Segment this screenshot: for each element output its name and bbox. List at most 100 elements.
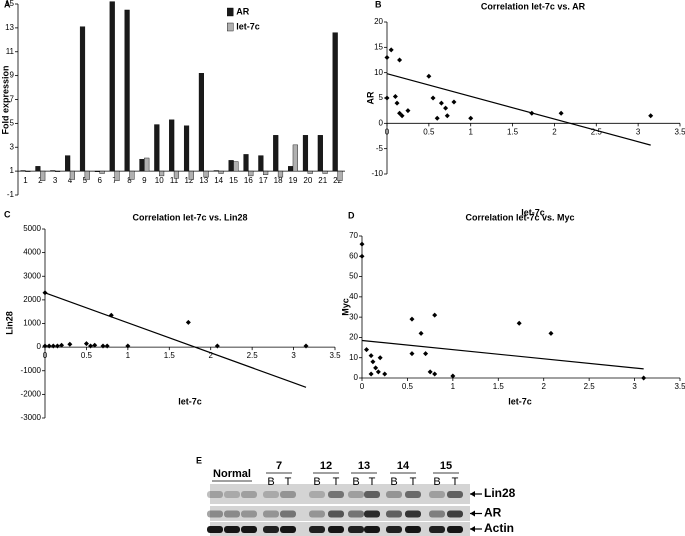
point — [444, 113, 450, 119]
y-tick-label: 0 — [37, 342, 42, 351]
y-tick-label: 60 — [349, 251, 358, 260]
point — [54, 343, 60, 349]
bar — [79, 26, 86, 172]
point — [409, 316, 415, 322]
blot-band — [328, 491, 344, 498]
bar — [332, 32, 338, 172]
x-tick-label: 0 — [43, 351, 48, 360]
y-tick-label: 20 — [374, 17, 383, 26]
point — [100, 343, 106, 349]
blot-band — [447, 526, 463, 533]
blot-band — [280, 510, 296, 518]
bar — [317, 135, 323, 172]
panel-label: D — [348, 210, 355, 220]
point — [426, 73, 432, 79]
arrow-head — [470, 491, 475, 497]
point — [92, 342, 98, 348]
bar — [25, 170, 31, 172]
point — [370, 359, 376, 365]
blot-band — [364, 526, 380, 533]
bar — [302, 135, 309, 172]
x-tick-label: 1 — [126, 351, 131, 360]
y-tick-label: 3000 — [23, 271, 41, 280]
bar — [109, 1, 115, 172]
x-tick-label: 1 — [23, 176, 28, 185]
bar — [228, 160, 234, 172]
bar — [129, 170, 135, 180]
bar — [144, 157, 150, 172]
arrow-head — [470, 510, 475, 517]
x-tick-label: 19 — [289, 176, 298, 185]
point — [423, 351, 429, 357]
bar — [94, 170, 100, 172]
bar — [124, 9, 130, 172]
y-tick-label: 1 — [10, 166, 15, 175]
bar — [263, 170, 269, 175]
blot-group-label: 14 — [397, 460, 410, 472]
point — [384, 54, 390, 60]
blot-lane-label: B — [313, 476, 320, 488]
blot-band — [364, 510, 380, 518]
panel-label: C — [4, 209, 11, 219]
bar — [99, 170, 105, 174]
bar — [288, 166, 294, 172]
y-tick-label: 10 — [349, 353, 358, 362]
legend-label: let-7c — [236, 21, 260, 31]
y-tick-label: 7 — [10, 95, 15, 104]
bar — [159, 170, 165, 177]
blot-row-label: Lin28 — [484, 486, 516, 500]
x-tick-label: 1 — [468, 127, 473, 136]
x-tick-label: 4 — [68, 176, 73, 185]
point — [375, 369, 381, 375]
y-tick-label: 10 — [374, 68, 383, 77]
point — [468, 115, 474, 121]
point — [382, 371, 388, 377]
bar — [188, 170, 194, 180]
blot-band — [386, 526, 402, 533]
bar — [69, 170, 75, 180]
x-tick-label: 2 — [208, 351, 213, 360]
y-tick-label: 3 — [10, 142, 15, 151]
x-tick-label: 9 — [142, 176, 147, 185]
blot-band — [348, 526, 364, 533]
legend-swatch — [227, 7, 234, 17]
point — [450, 373, 456, 379]
blot-band — [386, 491, 402, 498]
blot-band — [263, 510, 279, 518]
bar — [40, 170, 46, 181]
x-tick-label: 0 — [385, 127, 390, 136]
point — [443, 105, 449, 111]
blot-band — [429, 491, 445, 498]
blot-band — [405, 526, 421, 533]
bar — [154, 124, 160, 172]
blot-band — [309, 526, 325, 533]
x-tick-label: 13 — [199, 176, 208, 185]
bar — [233, 161, 239, 172]
point — [451, 99, 457, 105]
x-tick-label: 14 — [214, 176, 223, 185]
x-tick-label: 12 — [184, 176, 193, 185]
blot-band — [241, 510, 257, 518]
chart-title: Correlation let-7c vs. AR — [481, 1, 586, 11]
blot-lane-label: T — [452, 476, 459, 488]
bar — [203, 170, 209, 178]
bar — [258, 155, 264, 172]
point — [392, 93, 398, 99]
x-tick-label: 3.5 — [329, 351, 341, 360]
y-tick-label: -3000 — [21, 413, 42, 422]
y-tick-label: 30 — [349, 312, 358, 321]
trend-line — [44, 292, 307, 388]
x-tick-label: 1.5 — [507, 127, 519, 136]
y-tick-label: -1 — [7, 190, 15, 199]
point — [364, 347, 370, 353]
y-axis-label: Fold expression — [0, 65, 10, 134]
x-axis-label: let-7c — [178, 396, 202, 406]
chart-title: Correlation let-7c vs. Myc — [465, 212, 574, 222]
blot-lane-label: B — [433, 476, 440, 488]
y-axis-label: AR — [365, 91, 375, 104]
point — [397, 57, 403, 63]
x-tick-label: 18 — [274, 176, 283, 185]
blot-band — [429, 526, 445, 533]
blot-band — [405, 510, 421, 518]
